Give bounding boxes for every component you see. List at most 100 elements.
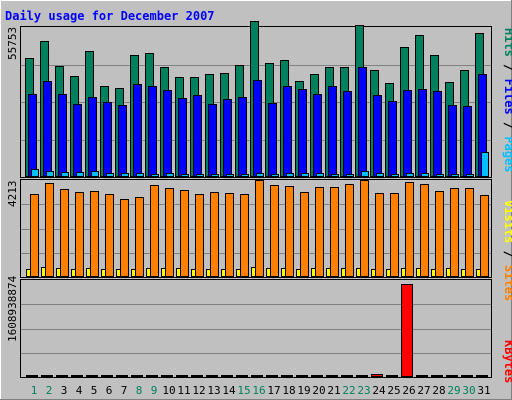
bar-sites-day-22 — [345, 184, 354, 277]
bar-files-day-2 — [43, 81, 52, 177]
x-tick-label-day-23: 23 — [357, 384, 370, 397]
x-tick-label-day-28: 28 — [432, 384, 445, 397]
x-tick-label-day-11: 11 — [177, 384, 190, 397]
bar-sites-day-20 — [315, 187, 324, 277]
x-tick-label-day-14: 14 — [222, 384, 236, 397]
bar-kbytes-day-24 — [371, 374, 383, 377]
x-tick-label-day-6: 6 — [106, 384, 113, 397]
x-tick-label-day-9: 9 — [151, 384, 158, 397]
bar-pages-day-10 — [166, 173, 174, 177]
bar-kbytes-day-7 — [116, 375, 128, 377]
x-tick-label-day-17: 17 — [267, 384, 280, 397]
bar-sites-day-3 — [60, 189, 69, 277]
bar-sites-day-5 — [90, 191, 99, 277]
bar-kbytes-day-25 — [386, 375, 398, 377]
bar-kbytes-day-15 — [236, 375, 248, 377]
x-tick-label-day-22: 22 — [342, 384, 355, 397]
bar-files-day-30 — [463, 106, 472, 177]
bar-pages-day-18 — [286, 173, 294, 177]
bar-kbytes-day-18 — [281, 375, 293, 377]
bar-sites-day-23 — [360, 180, 369, 277]
bar-files-day-7 — [118, 105, 127, 177]
bar-kbytes-day-3 — [56, 375, 68, 377]
bar-sites-day-17 — [270, 185, 279, 277]
bar-kbytes-day-22 — [341, 375, 353, 377]
bar-pages-day-2 — [46, 171, 54, 177]
bar-sites-day-28 — [435, 191, 444, 277]
bar-kbytes-day-29 — [446, 375, 458, 377]
bar-sites-day-19 — [300, 192, 309, 277]
bar-kbytes-day-14 — [221, 375, 233, 377]
bar-pages-day-17 — [271, 174, 279, 177]
bar-files-day-3 — [58, 94, 67, 177]
bar-pages-day-11 — [181, 174, 189, 177]
bar-pages-day-14 — [226, 174, 234, 177]
bar-kbytes-day-5 — [86, 375, 98, 377]
x-tick-labels: 1 2 3 4 5 6 7 8 9 10 11 12 13 14 15 16 17 18 19 20 21 22 23 24 2… — [31, 384, 491, 397]
bar-sites-day-10 — [165, 188, 174, 277]
bar-sites-day-4 — [75, 192, 84, 277]
x-tick-label-day-18: 18 — [282, 384, 295, 397]
x-tick-label-day-31: 31 — [477, 384, 490, 397]
bar-files-day-12 — [193, 95, 202, 177]
bar-sites-day-11 — [180, 190, 189, 277]
bar-sites-day-9 — [150, 185, 159, 277]
y-max-label-top: 55753 — [6, 27, 19, 60]
bar-pages-day-13 — [211, 174, 219, 177]
bar-files-day-17 — [268, 103, 277, 177]
bar-files-day-28 — [433, 91, 442, 177]
bar-pages-day-26 — [406, 173, 414, 177]
bars-kbytes — [26, 284, 488, 377]
bar-sites-day-8 — [135, 197, 144, 277]
bar-files-day-27 — [418, 89, 427, 177]
x-tick-label-day-3: 3 — [61, 384, 68, 397]
bar-sites-day-7 — [120, 199, 129, 277]
x-tick-label-day-24: 24 — [372, 384, 386, 397]
bar-files-day-20 — [313, 94, 322, 177]
bar-pages-day-22 — [346, 174, 354, 177]
bar-kbytes-day-23 — [356, 375, 368, 377]
x-tick-label-day-26: 26 — [402, 384, 415, 397]
bar-pages-day-8 — [136, 173, 144, 177]
bar-kbytes-day-26 — [401, 284, 413, 377]
bar-kbytes-day-4 — [71, 375, 83, 377]
legend-sep-2: / — [502, 115, 512, 137]
bar-kbytes-day-17 — [266, 375, 278, 377]
bar-pages-day-6 — [106, 173, 114, 177]
bar-files-day-14 — [223, 99, 232, 177]
bar-kbytes-day-20 — [311, 375, 323, 377]
legend-visits: Visits — [502, 200, 512, 243]
bar-sites-day-21 — [330, 187, 339, 277]
bar-kbytes-day-12 — [191, 375, 203, 377]
legend-sep-3: / — [502, 243, 512, 265]
bar-pages-day-4 — [76, 172, 84, 177]
bar-pages-day-7 — [121, 173, 129, 177]
bar-kbytes-day-31 — [476, 375, 488, 377]
bar-pages-day-24 — [376, 173, 384, 177]
bar-pages-day-20 — [316, 173, 324, 177]
bar-sites-day-13 — [210, 192, 219, 277]
x-tick-label-day-19: 19 — [297, 384, 310, 397]
bar-kbytes-day-6 — [101, 375, 113, 377]
bar-pages-day-30 — [466, 174, 474, 177]
x-tick-label-day-16: 16 — [252, 384, 265, 397]
legend-sites: Sites — [502, 265, 512, 301]
bar-files-day-1 — [28, 94, 37, 177]
x-tick-label-day-27: 27 — [417, 384, 430, 397]
bar-files-day-5 — [88, 97, 97, 177]
x-tick-label-day-21: 21 — [327, 384, 340, 397]
bar-files-day-11 — [178, 98, 187, 177]
bar-kbytes-day-27 — [416, 375, 428, 377]
bar-sites-day-1 — [30, 194, 39, 277]
bar-sites-day-14 — [225, 193, 234, 277]
legend-mid: Visits / Sites — [502, 200, 512, 301]
legend-hits: Hits — [502, 28, 512, 57]
x-tick-label-day-12: 12 — [192, 384, 205, 397]
bar-kbytes-day-2 — [41, 375, 53, 377]
bar-sites-day-15 — [240, 194, 249, 277]
bar-sites-day-27 — [420, 184, 429, 277]
bar-kbytes-day-10 — [161, 375, 173, 377]
bar-pages-day-19 — [301, 173, 309, 177]
x-tick-label-day-4: 4 — [76, 384, 83, 397]
